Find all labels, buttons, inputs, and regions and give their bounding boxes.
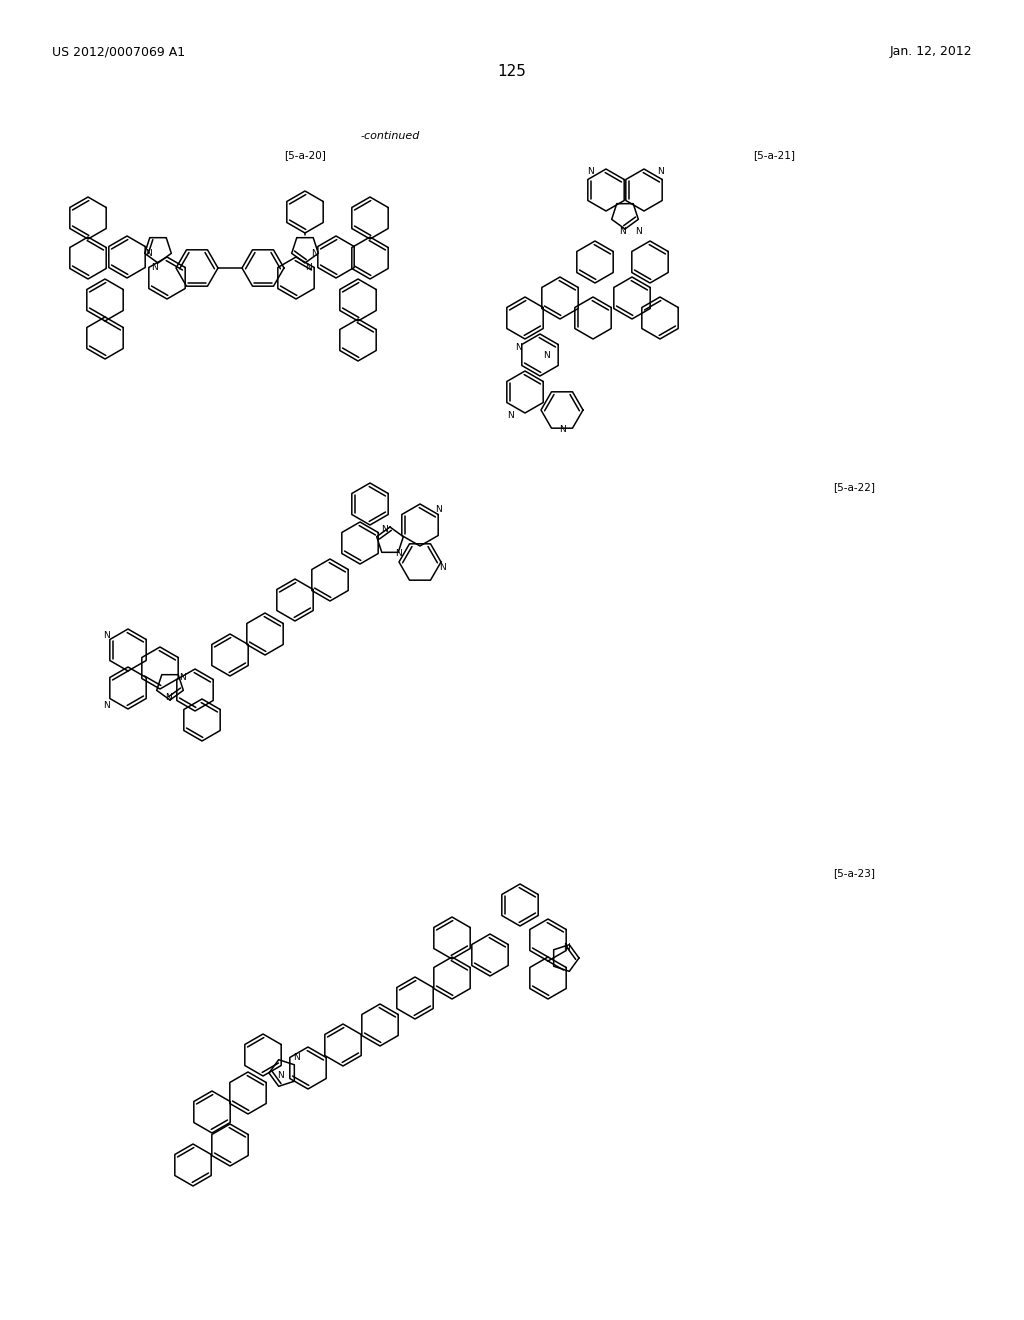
Text: 125: 125: [498, 65, 526, 79]
Text: N: N: [620, 227, 627, 236]
Text: N: N: [559, 425, 565, 434]
Text: N: N: [278, 1071, 285, 1080]
Text: N: N: [635, 227, 641, 236]
Text: [5-a-22]: [5-a-22]: [833, 482, 874, 492]
Text: N: N: [562, 942, 569, 952]
Text: [5-a-21]: [5-a-21]: [753, 150, 795, 160]
Text: N: N: [103, 631, 111, 639]
Text: N: N: [543, 351, 549, 359]
Text: [5-a-23]: [5-a-23]: [833, 869, 874, 878]
Text: N: N: [394, 549, 401, 557]
Text: N: N: [516, 343, 522, 352]
Text: N: N: [310, 248, 317, 257]
Text: N: N: [145, 248, 153, 257]
Text: N: N: [178, 672, 185, 681]
Text: N: N: [293, 1053, 299, 1063]
Text: US 2012/0007069 A1: US 2012/0007069 A1: [52, 45, 185, 58]
Text: N: N: [152, 264, 159, 272]
Text: N: N: [434, 506, 441, 515]
Text: N: N: [508, 411, 514, 420]
Text: Jan. 12, 2012: Jan. 12, 2012: [890, 45, 972, 58]
Text: N: N: [587, 168, 593, 177]
Text: N: N: [103, 701, 111, 710]
Text: N: N: [165, 693, 171, 701]
Text: N: N: [304, 264, 311, 272]
Text: N: N: [438, 562, 445, 572]
Text: -continued: -continued: [360, 131, 420, 141]
Text: N: N: [656, 168, 664, 177]
Text: N: N: [382, 525, 388, 535]
Text: [5-a-20]: [5-a-20]: [284, 150, 326, 160]
